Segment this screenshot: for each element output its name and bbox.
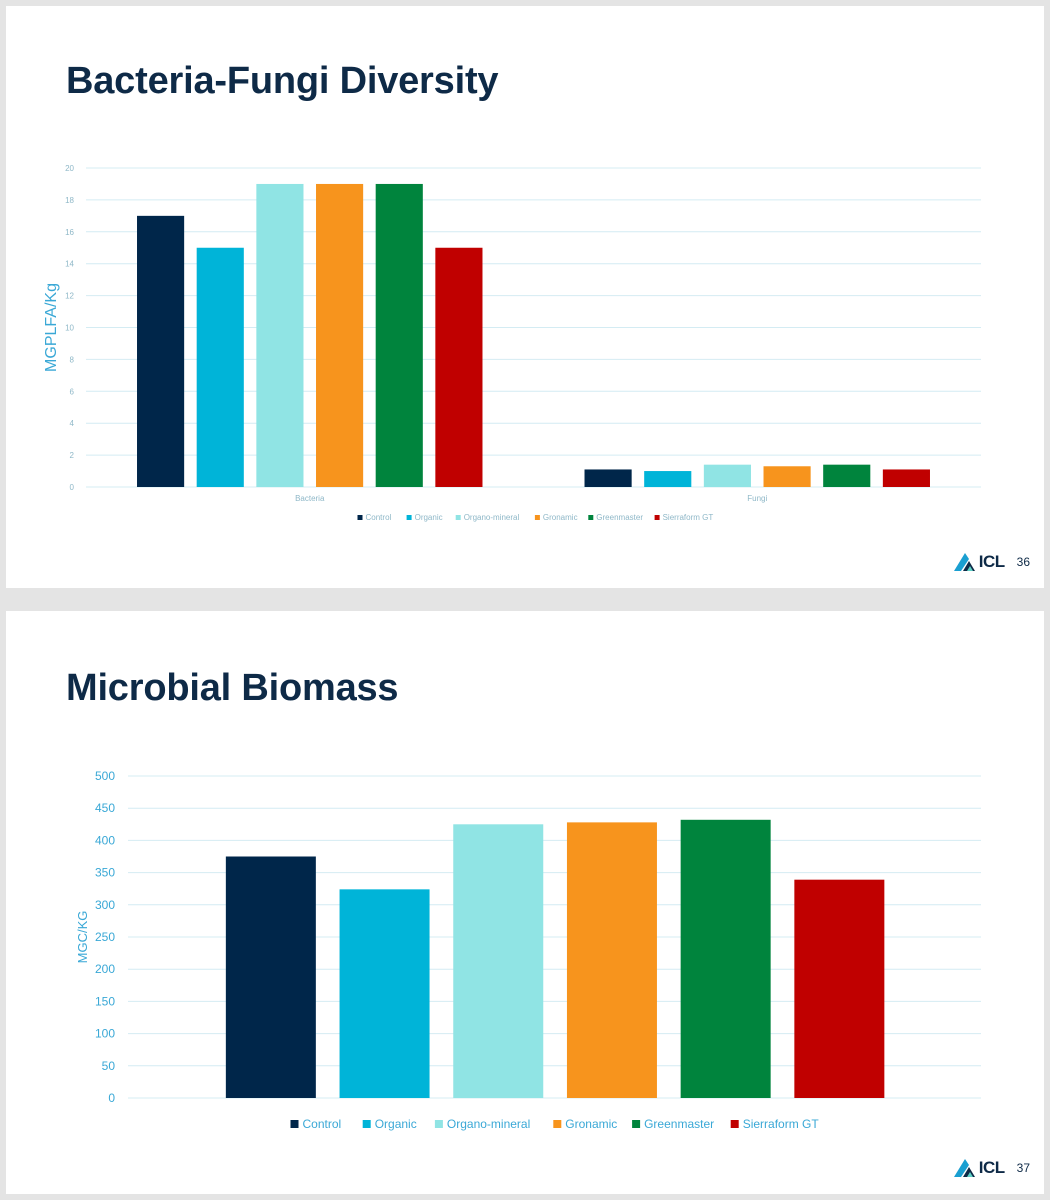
legend-label: Control	[303, 1117, 342, 1131]
page-number: 36	[1016, 555, 1030, 569]
slide-footer: ICL 36	[953, 552, 1030, 572]
bar-bacteria-control	[137, 215, 185, 487]
y-tick-label: 50	[102, 1059, 116, 1073]
legend-swatch	[406, 515, 412, 520]
y-tick-label: 450	[95, 801, 115, 815]
bar-fungi-greenmaster	[823, 464, 871, 487]
y-axis-label: MGC/KG	[75, 911, 90, 964]
bar-fungi-sierraform-gt	[882, 469, 930, 487]
legend-swatch	[290, 1120, 299, 1128]
y-tick-label: 20	[65, 164, 74, 173]
bar-fungi-gronamic	[763, 466, 811, 487]
bar-fungi-organo-mineral	[703, 464, 751, 487]
slide-title: Bacteria-Fungi Diversity	[66, 60, 499, 102]
y-tick-label: 150	[95, 994, 115, 1008]
y-tick-label: 400	[95, 833, 115, 847]
icl-logo-icon	[953, 1159, 975, 1177]
y-tick-label: 8	[70, 355, 75, 364]
legend-label: Sierraform GT	[663, 513, 714, 522]
y-tick-label: 500	[95, 769, 115, 783]
legend-label: Gronamic	[565, 1117, 617, 1131]
icl-logo-text: ICL	[978, 1158, 1005, 1177]
y-tick-label: 10	[65, 324, 74, 333]
y-tick-label: 250	[95, 930, 115, 944]
icl-logo: ICL	[953, 552, 1005, 572]
legend-swatch	[730, 1120, 739, 1128]
page-number: 37	[1016, 1161, 1030, 1175]
legend-label: Control	[366, 513, 392, 522]
y-axis-label: MGPLFA/Kg	[43, 283, 60, 372]
slide-footer: ICL 37	[953, 1158, 1030, 1178]
slide-bacteria-fungi: Bacteria-Fungi Diversity 0 2 4 6 8 10 12 14 16 18…	[6, 6, 1044, 588]
bar-greenmaster	[680, 819, 771, 1098]
y-tick-label: 200	[95, 962, 115, 976]
y-tick-label: 14	[65, 260, 74, 269]
bar-organo-mineral	[453, 824, 544, 1098]
y-tick-label: 0	[70, 483, 75, 492]
legend-swatch	[632, 1120, 641, 1128]
bacteria-fungi-chart: 0 2 4 6 8 10 12 14 16 18 20 MGPLFA/Kg Bacteria Fungi C…	[43, 164, 981, 522]
y-tick-label: 16	[65, 228, 74, 237]
bar-fungi-control	[584, 469, 632, 487]
legend-swatch	[357, 515, 363, 520]
y-tick-label: 350	[95, 866, 115, 880]
legend-label: Organo-mineral	[447, 1117, 530, 1131]
y-tick-label: 18	[65, 196, 74, 205]
y-tick-label: 4	[70, 419, 75, 428]
microbial-biomass-chart: 0 50 100 150 200 250 300 350 400 450 500 MGC/KG Cont…	[75, 769, 981, 1131]
bar-sierraform-gt	[794, 879, 885, 1098]
legend-swatch	[654, 515, 660, 520]
bar-fungi-organic	[644, 471, 692, 487]
bar-gronamic	[566, 822, 657, 1098]
y-tick-label: 300	[95, 898, 115, 912]
y-tick-label: 0	[108, 1091, 115, 1105]
legend-label: Organo-mineral	[464, 513, 520, 522]
bar-bacteria-sierraform-gt	[435, 247, 483, 487]
y-tick-label: 2	[70, 451, 75, 460]
slide-microbial-biomass: Microbial Biomass 0 50 100 150 200 250 300 350 4…	[6, 611, 1044, 1194]
bar-bacteria-greenmaster	[375, 183, 423, 487]
icl-logo-text: ICL	[978, 552, 1005, 571]
legend-label: Organic	[375, 1117, 417, 1131]
legend-label: Greenmaster	[596, 513, 643, 522]
bar-bacteria-organo-mineral	[256, 183, 304, 487]
y-tick-label: 100	[95, 1027, 115, 1041]
x-tick-label: Bacteria	[295, 494, 325, 503]
legend-label: Greenmaster	[644, 1117, 714, 1131]
legend-swatch	[553, 1120, 562, 1128]
legend-label: Organic	[415, 513, 443, 522]
x-tick-label: Fungi	[747, 494, 767, 503]
legend-label: Gronamic	[543, 513, 578, 522]
y-tick-label: 12	[65, 292, 74, 301]
legend-swatch	[534, 515, 540, 520]
slide-title: Microbial Biomass	[66, 667, 399, 709]
bar-control	[225, 856, 316, 1098]
y-tick-label: 6	[70, 387, 75, 396]
bar-bacteria-organic	[196, 247, 244, 487]
icl-logo-icon	[953, 553, 975, 571]
legend-swatch	[588, 515, 594, 520]
legend-swatch	[455, 515, 461, 520]
legend-label: Sierraform GT	[743, 1117, 820, 1131]
bar-bacteria-gronamic	[316, 183, 364, 487]
bar-organic	[339, 889, 430, 1098]
icl-logo: ICL	[953, 1158, 1005, 1178]
legend-swatch	[434, 1120, 443, 1128]
legend-swatch	[362, 1120, 371, 1128]
